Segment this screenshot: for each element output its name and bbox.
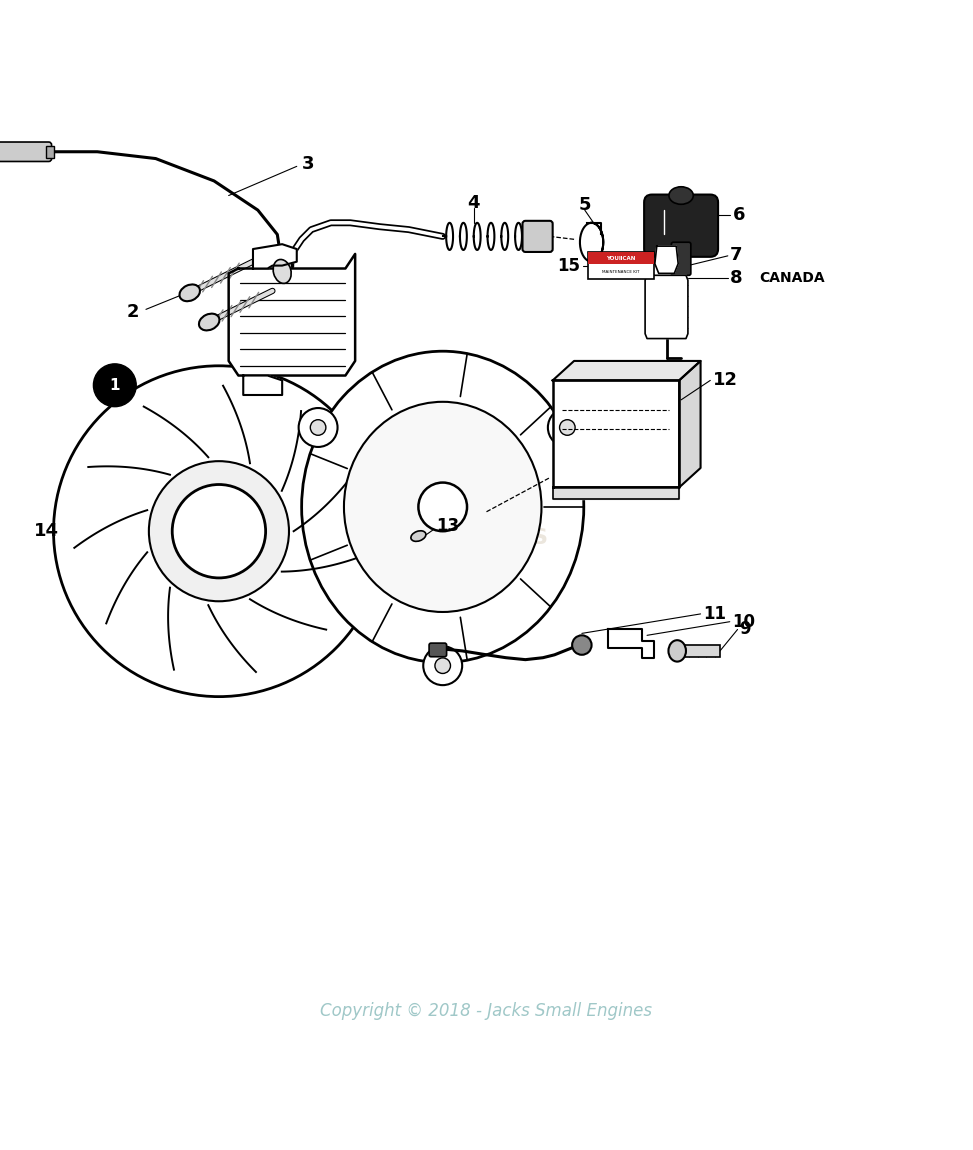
Text: 4: 4 — [468, 194, 480, 213]
Polygon shape — [243, 376, 282, 394]
Circle shape — [435, 658, 450, 674]
Text: 3: 3 — [302, 155, 314, 174]
Circle shape — [559, 420, 575, 436]
Text: 11: 11 — [703, 605, 727, 623]
Circle shape — [310, 420, 326, 436]
Polygon shape — [608, 629, 654, 658]
Polygon shape — [553, 381, 679, 488]
FancyBboxPatch shape — [588, 252, 654, 264]
Circle shape — [149, 461, 289, 601]
FancyBboxPatch shape — [671, 243, 691, 275]
Text: YOUⅡCAN: YOUⅡCAN — [606, 256, 635, 261]
Text: 1: 1 — [110, 377, 120, 393]
Ellipse shape — [179, 284, 200, 301]
Polygon shape — [229, 254, 355, 376]
Text: 10: 10 — [733, 613, 756, 630]
Text: 15: 15 — [557, 256, 580, 275]
Circle shape — [572, 635, 592, 654]
Text: 2: 2 — [126, 304, 139, 321]
Text: MAINTENANCE KIT: MAINTENANCE KIT — [602, 270, 639, 275]
Text: 6: 6 — [733, 206, 745, 224]
Polygon shape — [253, 244, 297, 268]
Text: Jacks
SMALL ENGINES: Jacks SMALL ENGINES — [347, 505, 548, 547]
Ellipse shape — [668, 641, 686, 661]
Text: 7: 7 — [730, 246, 742, 263]
Text: 8: 8 — [730, 269, 742, 288]
Circle shape — [423, 646, 462, 685]
Circle shape — [172, 484, 266, 578]
FancyBboxPatch shape — [644, 194, 718, 256]
Ellipse shape — [273, 260, 291, 283]
Ellipse shape — [344, 401, 541, 612]
FancyBboxPatch shape — [0, 141, 52, 161]
Circle shape — [299, 408, 338, 447]
Text: 12: 12 — [713, 371, 739, 390]
Ellipse shape — [411, 531, 426, 542]
Text: 9: 9 — [739, 620, 751, 637]
Polygon shape — [645, 275, 688, 338]
Circle shape — [93, 363, 136, 407]
Text: Copyright © 2018 - Jacks Small Engines: Copyright © 2018 - Jacks Small Engines — [320, 1002, 653, 1020]
Text: CANADA: CANADA — [759, 271, 824, 285]
Circle shape — [54, 366, 384, 697]
FancyBboxPatch shape — [429, 643, 447, 657]
FancyBboxPatch shape — [588, 252, 654, 279]
FancyBboxPatch shape — [523, 221, 553, 252]
Polygon shape — [553, 488, 679, 499]
Circle shape — [548, 408, 587, 447]
Polygon shape — [679, 361, 701, 488]
Text: 13: 13 — [436, 518, 459, 536]
Circle shape — [418, 483, 467, 531]
Text: 14: 14 — [34, 522, 59, 540]
FancyBboxPatch shape — [681, 645, 720, 657]
Ellipse shape — [198, 314, 220, 330]
Polygon shape — [553, 361, 701, 381]
Polygon shape — [655, 246, 678, 274]
Ellipse shape — [302, 351, 584, 662]
Text: 5: 5 — [579, 197, 591, 214]
Ellipse shape — [668, 186, 693, 205]
FancyBboxPatch shape — [46, 146, 54, 158]
